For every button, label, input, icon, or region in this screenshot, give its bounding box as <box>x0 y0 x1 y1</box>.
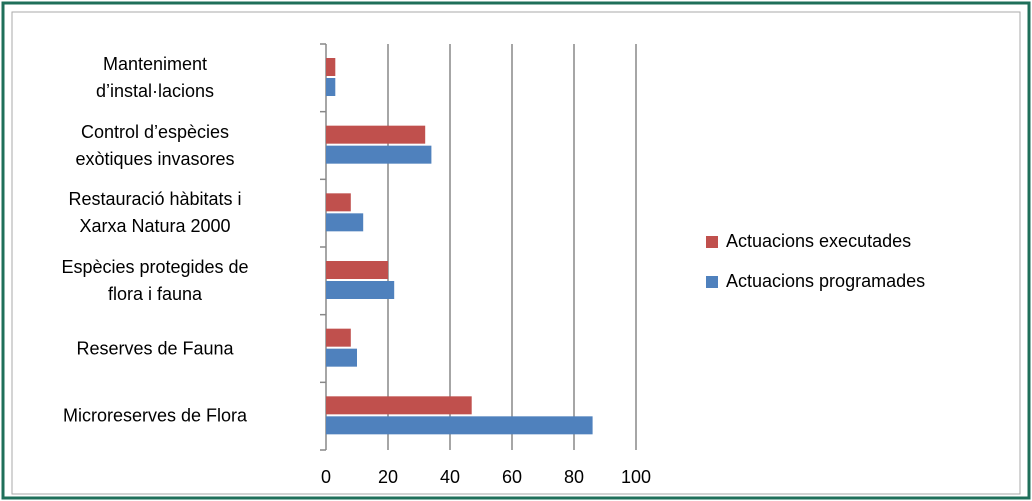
bar <box>326 261 388 279</box>
y-tick-label: Manteniment d’instal·lacions <box>95 53 215 101</box>
bar <box>326 348 357 367</box>
y-tick-label: Microreserves de Flora <box>62 405 248 426</box>
x-tick-label: 0 <box>321 467 331 487</box>
bar <box>326 78 336 96</box>
y-tick-label: Restauració hàbitats i Xarxa Natura 2000 <box>68 189 242 237</box>
legend-swatch <box>706 236 718 248</box>
bar <box>326 193 351 212</box>
bar <box>326 281 395 299</box>
y-tick-label: Control d’espècies exòtiques invasores <box>75 121 235 169</box>
bar <box>326 328 351 347</box>
legend-swatch <box>706 276 718 288</box>
bar <box>326 145 432 164</box>
y-tick-label: Espècies protegides de flora i fauna <box>61 256 249 304</box>
legend-label: Actuacions programades <box>726 271 925 291</box>
bar <box>326 213 364 232</box>
x-tick-label: 60 <box>502 467 522 487</box>
y-tick-label: Reserves de Fauna <box>76 338 234 358</box>
x-tick-label: 20 <box>378 467 398 487</box>
x-tick-label: 100 <box>621 467 651 487</box>
bar <box>326 416 593 435</box>
chart-border <box>11 11 1021 495</box>
bar <box>326 125 426 144</box>
bar <box>326 58 336 76</box>
legend-label: Actuacions executades <box>726 231 911 251</box>
x-tick-label: 40 <box>440 467 460 487</box>
x-tick-label: 80 <box>564 467 584 487</box>
bar <box>326 396 472 415</box>
